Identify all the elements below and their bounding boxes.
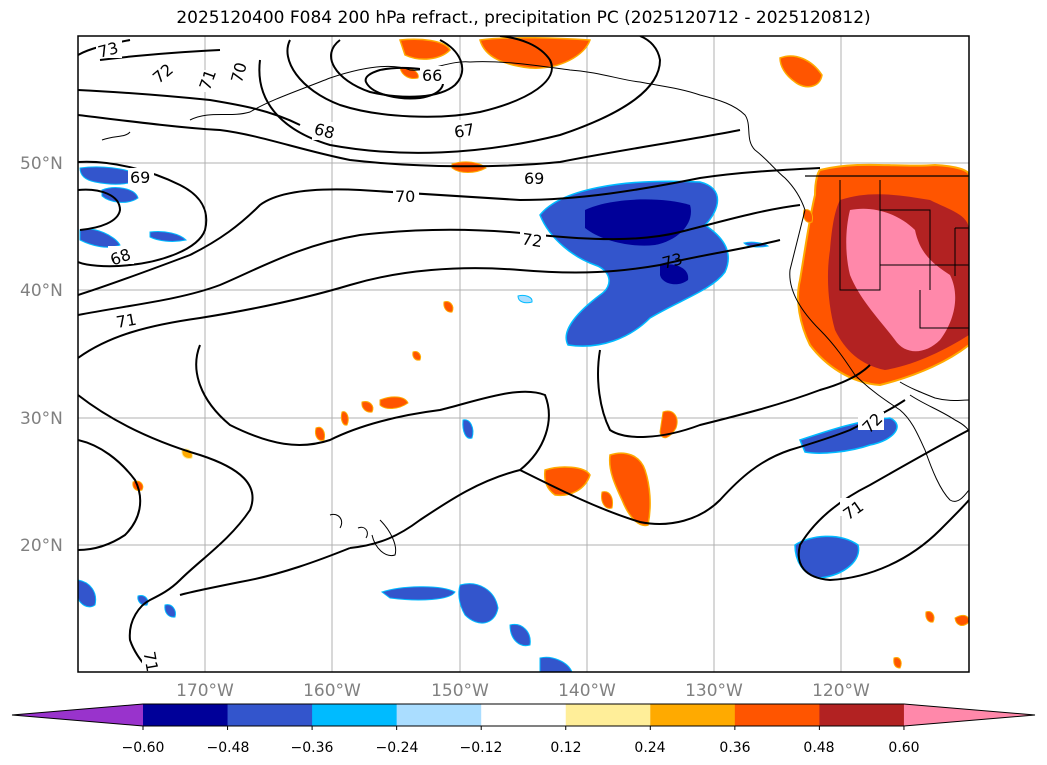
contour-label: 73	[96, 38, 121, 62]
lon-label: 170°W	[176, 681, 234, 701]
contour-label: 71	[140, 650, 162, 673]
longitude-labels: 170°W 160°W 150°W 140°W 130°W 120°W	[176, 681, 870, 701]
contour-labels: 73 72 71 70 66 68 67 69 70 72 73 69 68	[96, 38, 886, 673]
colorbar-tick-label: −0.36	[291, 740, 334, 756]
map-title: 2025120400 F084 200 hPa refract., precip…	[176, 8, 871, 28]
colorbar-segment	[650, 704, 736, 726]
colorbar-extend-high	[903, 704, 1035, 726]
colorbar-tick-label: −0.48	[207, 740, 250, 756]
lon-label: 130°W	[685, 681, 743, 701]
latitude-labels: 50°N 40°N 30°N 20°N	[20, 154, 63, 556]
contour-label: 70	[227, 60, 251, 85]
contour-label: 72	[521, 229, 544, 251]
colorbar-tick-label: 0.12	[550, 740, 581, 756]
colorbar	[11, 703, 1036, 730]
colorbar-segment	[396, 704, 482, 726]
contour-label: 67	[453, 120, 476, 142]
plot-frame	[77, 35, 970, 673]
contour-label: 73	[660, 249, 685, 273]
contour-label: 70	[395, 187, 415, 206]
colorbar-tick-label: 0.60	[888, 740, 919, 756]
colorbar-tick-labels: −0.60 −0.48 −0.36 −0.24 −0.12 0.12 0.24 …	[122, 740, 920, 756]
contour-label: 68	[312, 119, 337, 143]
colorbar-tick-label: 0.48	[803, 740, 834, 756]
lon-label: 150°W	[431, 681, 489, 701]
colorbar-segment	[227, 704, 313, 726]
lon-label: 140°W	[558, 681, 616, 701]
colorbar-segment	[565, 704, 651, 726]
colorbar-tick-label: −0.12	[460, 740, 503, 756]
contour-label: 66	[422, 66, 442, 85]
colorbar-tick-label: −0.24	[376, 740, 419, 756]
refractivity-contours	[78, 36, 969, 672]
lat-label: 30°N	[20, 409, 63, 429]
contour-label: 69	[130, 168, 150, 187]
lon-label: 160°W	[303, 681, 361, 701]
precip-positive-areas	[132, 36, 969, 669]
colorbar-segment	[734, 704, 820, 726]
colorbar-extend-low	[12, 704, 143, 726]
contour-label: 71	[115, 310, 138, 332]
colorbar-segment	[819, 704, 905, 726]
colorbar-tick-label: 0.24	[634, 740, 665, 756]
lat-label: 40°N	[20, 281, 63, 301]
colorbar-segment	[143, 704, 229, 726]
lon-label: 120°W	[812, 681, 870, 701]
lat-label: 50°N	[20, 154, 63, 174]
contour-label: 69	[524, 169, 544, 188]
colorbar-tick-label: −0.60	[122, 740, 165, 756]
lat-label: 20°N	[20, 536, 63, 556]
colorbar-segment	[481, 704, 567, 726]
colorbar-tick-label: 0.36	[719, 740, 750, 756]
map-plot-area: 73 72 71 70 66 68 67 69 70 72 73 69 68	[78, 36, 969, 673]
colorbar-segment	[312, 704, 398, 726]
